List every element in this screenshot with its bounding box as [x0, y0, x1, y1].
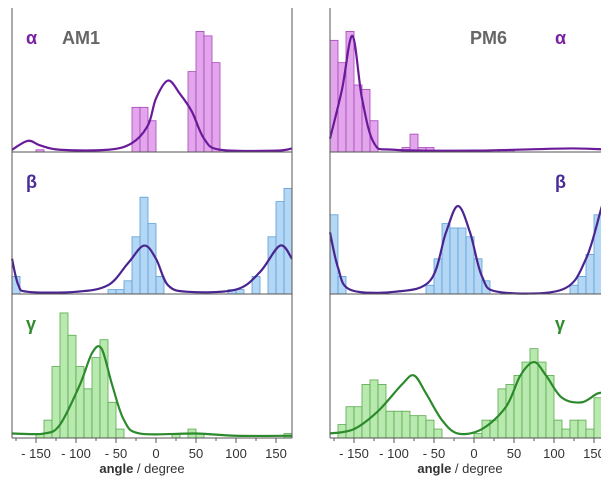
row-label-2: γ [555, 314, 565, 334]
x-tick-label: 50 [189, 446, 203, 461]
distribution-curve [11, 345, 293, 438]
panel-pm6: α β γ - 150 - 100 - 50 0 50 100 150 angle / degree… [328, 8, 601, 476]
panel-title: PM6 [470, 28, 507, 48]
x-axis-title-bold: angle [99, 461, 133, 476]
distribution-curve [11, 79, 293, 153]
histogram-bar [147, 120, 157, 153]
histogram-bar [115, 428, 125, 439]
x-axis-title: angle / degree [417, 461, 502, 476]
x-tick-label: 100 [543, 446, 565, 461]
row-2: γ [329, 314, 601, 439]
histogram-bar [353, 406, 363, 439]
histogram-bar [393, 410, 403, 439]
x-axis-title: angle / degree [99, 461, 184, 476]
histogram-bar [67, 334, 77, 439]
histogram-bar [107, 289, 117, 295]
histogram-bar [521, 361, 531, 439]
histogram-bar [569, 284, 579, 295]
x-tick-label: 0 [470, 446, 477, 461]
row-2: γ [11, 312, 293, 439]
row-1: β [10, 172, 293, 295]
x-axis-title-bold: angle [417, 461, 451, 476]
histogram-bar [385, 410, 395, 439]
histogram-bar [585, 428, 595, 439]
row-label-1: β [555, 172, 566, 192]
distribution-curve [10, 244, 293, 294]
histogram-bar [43, 419, 53, 439]
histogram-bar [585, 253, 595, 295]
histogram-bar [433, 428, 443, 439]
histogram-bar [561, 428, 571, 439]
histogram-bar [283, 187, 293, 295]
x-tick-label: - 150 [21, 446, 51, 461]
histogram-bar [457, 227, 467, 295]
row-label-1: β [26, 172, 37, 192]
x-tick-label: - 50 [105, 446, 127, 461]
histogram-bar [123, 280, 133, 295]
histogram-bar [361, 383, 371, 439]
x-axis-title-rest: / degree [451, 461, 502, 476]
histogram-bar [83, 388, 93, 439]
row-label-0: α [555, 28, 566, 48]
histogram-bar [267, 236, 277, 295]
histogram-bar [553, 419, 563, 439]
row-label-2: γ [26, 314, 36, 334]
histogram-bar [203, 35, 213, 153]
histogram-bar [473, 433, 483, 439]
histogram-bar [345, 406, 355, 439]
histogram-bar [139, 106, 149, 153]
histogram-bar [569, 419, 579, 439]
x-tick-label: - 100 [379, 446, 409, 461]
histogram-bar [593, 214, 601, 295]
histogram-bar [409, 133, 419, 153]
panel-am1: α β γ - 150 - 100 - 50 0 50 100 150 angle / degree… [10, 8, 293, 476]
x-tick-label: 150 [583, 446, 601, 461]
histogram-bar [577, 419, 587, 439]
histogram-bar [409, 415, 419, 439]
distribution-curve [328, 34, 601, 152]
row-label-0: α [26, 28, 37, 48]
x-axis-title-rest: / degree [133, 461, 184, 476]
histogram-bar [369, 379, 379, 439]
histogram-bar [417, 415, 427, 439]
x-tick-label: - 100 [61, 446, 91, 461]
row-1: β [328, 172, 601, 295]
histogram-bar [131, 106, 141, 153]
histogram-bar [91, 357, 101, 439]
panel-title: AM1 [62, 28, 100, 48]
histogram-bar [577, 275, 587, 295]
distribution-curve [329, 360, 601, 436]
histogram-bar [115, 289, 125, 295]
histogram-bar [155, 275, 165, 295]
x-tick-label: 50 [507, 446, 521, 461]
histogram-bar [195, 30, 205, 153]
distribution-curve [328, 204, 601, 295]
x-tick-label: - 150 [339, 446, 369, 461]
x-tick-label: 100 [225, 446, 247, 461]
histogram-bar [107, 401, 117, 439]
histogram-bar [211, 62, 221, 153]
row-0: α [328, 28, 601, 153]
x-tick-label: 150 [265, 446, 287, 461]
histogram-bar [425, 419, 435, 439]
histogram-bar [345, 30, 355, 153]
histogram-bar [449, 227, 459, 295]
histogram-bar [425, 284, 435, 295]
x-tick-label: 0 [152, 446, 159, 461]
histogram-bar [401, 410, 411, 439]
histogram-bar [593, 397, 601, 439]
row-0: α [11, 28, 293, 153]
x-tick-label: - 50 [423, 446, 445, 461]
histogram-bar [131, 236, 141, 295]
